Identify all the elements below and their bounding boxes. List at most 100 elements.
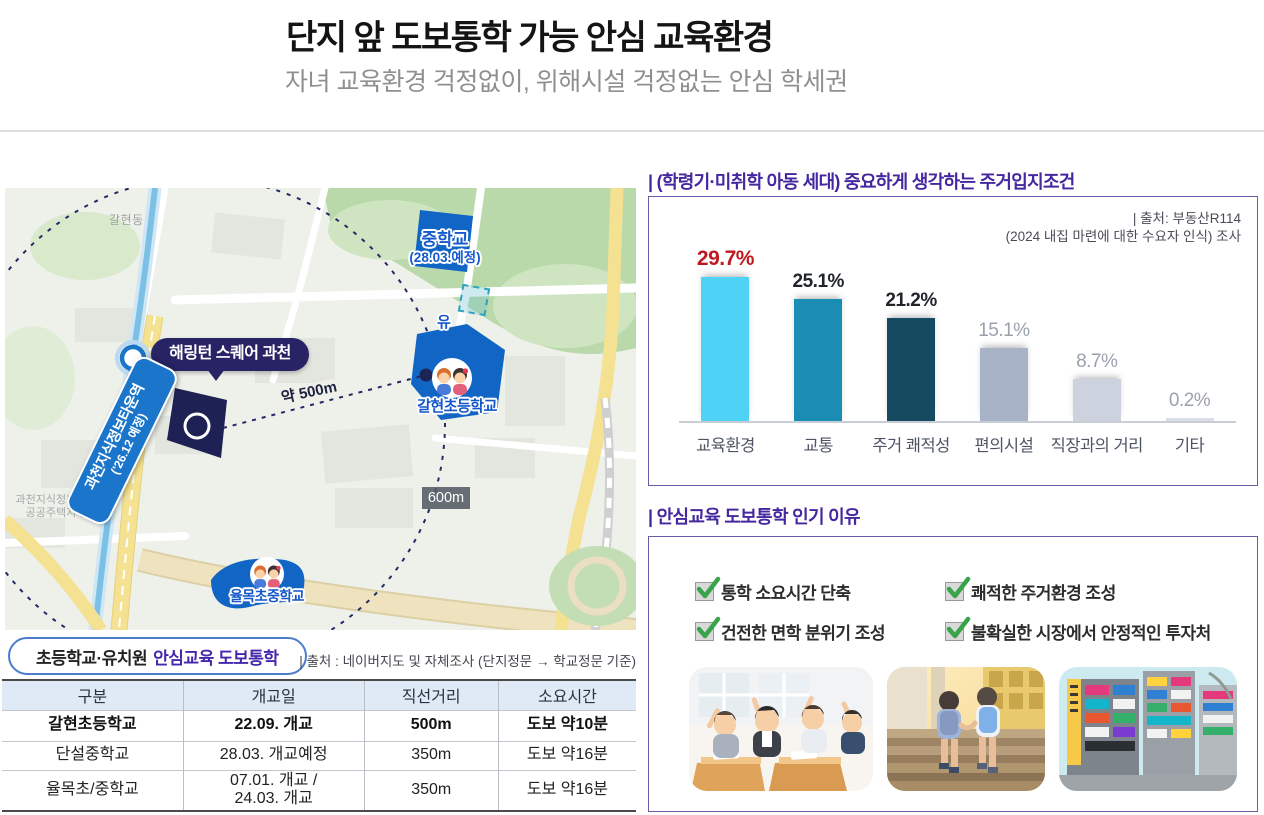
chart-column: 8.7% [1050, 351, 1143, 421]
walk-to-school-photo [887, 667, 1045, 791]
chart-bars-row: 29.7% 25.1% 21.2% 15.1% 8.7% 0.2% [679, 197, 1236, 423]
district-label: 갈현동 [109, 213, 144, 227]
cell-school-name: 갈현초등학교 [48, 716, 137, 734]
page-subtitle: 자녀 교육환경 걱정없이, 위해시설 걱정없는 안심 학세권 [285, 68, 848, 96]
bar-value-label: 8.7% [1076, 350, 1118, 372]
cell-time: 도보 약10분 [497, 710, 636, 741]
bar-category-label: 주거 쾌적성 [872, 437, 950, 455]
chart-bar [887, 318, 936, 421]
kindergarten-label: 유 [437, 314, 451, 331]
classroom-photo [689, 667, 873, 791]
chart-column: 21.2% [865, 290, 958, 421]
reason-item: 쾌적한 주거환경 조성 [945, 576, 1211, 604]
middle-school-site [414, 210, 473, 272]
elementary-school-label: 갈현초등학교 [417, 398, 497, 415]
cell-open-date: 22.09. 개교 [182, 710, 364, 741]
chart-column: 25.1% [772, 271, 865, 421]
bar-category-label: 교통 [803, 437, 834, 455]
academy-street-photo [1059, 667, 1237, 791]
reason-item: 건전한 면학 분위기 조성 [695, 616, 945, 644]
kids-icon [250, 557, 284, 591]
chart-panel: | 출처: 부동산R114 (2024 내집 마련에 대한 수요자 인식) 조사… [648, 196, 1258, 486]
chart-column: 29.7% [679, 247, 772, 421]
chart-bar [794, 299, 843, 421]
middle-school-label: 중학교 (28.03.예정) [397, 230, 493, 265]
chart-column: 0.2% [1143, 389, 1236, 421]
checkbox-check-icon [945, 576, 971, 601]
chart-bar [979, 347, 1028, 421]
bar-category-label: 교육환경 [696, 437, 755, 455]
cell-time: 도보 약16분 [497, 741, 636, 770]
middle-school-name: 중학교 [421, 230, 469, 249]
cell-open-date: 28.03. 개교예정 [182, 741, 364, 770]
page-title: 단지 앞 도보통학 가능 안심 교육환경 [286, 19, 774, 57]
chart-section-heading: | (학령기·미취학 아동 세대) 중요하게 생각하는 주거입지조건 [648, 172, 1075, 192]
checkbox-check-icon [695, 576, 721, 601]
col-header-open-date: 개교일 [182, 680, 364, 710]
checkbox-check-icon [695, 616, 721, 641]
chart-source-line2: (2024 내집 마련에 대한 수요자 인식) 조사 [1005, 229, 1241, 245]
reason-label: 쾌적한 주거환경 조성 [971, 584, 1116, 603]
cell-school-name: 단설중학교 [55, 746, 130, 764]
cell-distance: 350m [363, 770, 499, 811]
chart-bar [1165, 417, 1214, 421]
chart-source-line1: | 출처: 부동산R114 [1132, 211, 1241, 226]
badge-prefix: 초등학교·유치원 [36, 648, 148, 668]
bar-value-label: 21.2% [885, 290, 937, 312]
reason-item: 통학 소요시간 단축 [695, 576, 945, 604]
bar-value-label: 0.2% [1168, 389, 1211, 411]
checkbox-check-icon [945, 616, 971, 641]
distance-endpoint-dot [419, 368, 433, 382]
col-header-time: 소요시간 [497, 680, 636, 710]
bar-value-label: 29.7% [696, 246, 755, 270]
divider [0, 130, 1264, 132]
chart-bar [701, 276, 750, 421]
complex-ring [183, 412, 211, 440]
complex-site [167, 388, 227, 458]
kids-icon [432, 358, 472, 398]
cell-school-name: 율목초/중학교 [46, 781, 139, 799]
map-source-note: | 출처 : 네이버지도 및 자체조사 (단지정문 → 학교정문 기준) [299, 654, 636, 669]
tooltip-pointer [207, 369, 225, 390]
cell-open-date: 07.01. 개교 / 24.03. 개교 [182, 770, 364, 811]
radius-circle [5, 188, 446, 630]
complex-tooltip-label: 해링턴 스퀘어 과천 [169, 345, 291, 363]
cell-distance: 500m [363, 710, 499, 741]
complex-tooltip: 해링턴 스퀘어 과천 [151, 338, 309, 381]
yulmok-school-label: 율목초중학교 [229, 588, 305, 604]
middle-school-open-date: (28.03.예정) [409, 249, 481, 265]
chart-column: 15.1% [957, 320, 1050, 421]
basemap-art [5, 188, 636, 630]
walk-education-badge: 초등학교·유치원 안심교육 도보통학 [8, 637, 307, 675]
reasons-section-heading: | 안심교육 도보통학 인기 이유 [648, 507, 861, 527]
badge-highlight: 안심교육 도보통학 [153, 648, 279, 668]
table-row: 율목초/중학교 07.01. 개교 / 24.03. 개교 350m 도보 약1… [2, 770, 636, 811]
reason-label: 통학 소요시간 단축 [721, 584, 851, 603]
reason-item: 불확실한 시장에서 안정적인 투자처 [945, 616, 1211, 644]
chart-source-note: | 출처: 부동산R114 (2024 내집 마련에 대한 수요자 인식) 조사 [1006, 210, 1241, 246]
cell-time: 도보 약16분 [497, 770, 636, 811]
bar-category-label: 편의시설 [974, 437, 1034, 455]
expressway [137, 550, 636, 630]
school-distance-table: 구분 개교일 직선거리 소요시간 갈현초등학교 22.09. 개교 500m 도… [2, 679, 636, 812]
reason-label: 건전한 면학 분위기 조성 [721, 624, 886, 643]
bar-value-label: 25.1% [792, 271, 845, 293]
col-header-distance: 직선거리 [363, 680, 499, 710]
cell-distance: 350m [363, 741, 499, 770]
table-header-row: 구분 개교일 직선거리 소요시간 [2, 680, 636, 710]
chart-bar [1072, 378, 1121, 421]
chart-categories-row: 교육환경 교통 주거 쾌적성 편의시설 직장과의 거리 기타 [679, 423, 1236, 456]
bar-category-label: 직장과의 거리 [1050, 437, 1144, 455]
table-row: 갈현초등학교 22.09. 개교 500m 도보 약10분 [2, 710, 636, 741]
location-map: 갈현동 과천지식정보타운 공공주택지구 해링턴 스퀘어 과천 과천지식정보타운역… [5, 188, 636, 630]
bar-chart: 29.7% 25.1% 21.2% 15.1% 8.7% 0.2% 교육환경 교통 주거 쾌적… [679, 197, 1236, 456]
col-header-category: 구분 [2, 680, 184, 710]
bar-value-label: 15.1% [978, 319, 1030, 341]
table-row: 단설중학교 28.03. 개교예정 350m 도보 약16분 [2, 741, 636, 770]
photo-row [689, 667, 1237, 791]
reason-label: 불확실한 시장에서 안정적인 투자처 [971, 624, 1211, 643]
kindergarten-site [457, 283, 491, 317]
bar-category-label: 기타 [1174, 437, 1205, 455]
